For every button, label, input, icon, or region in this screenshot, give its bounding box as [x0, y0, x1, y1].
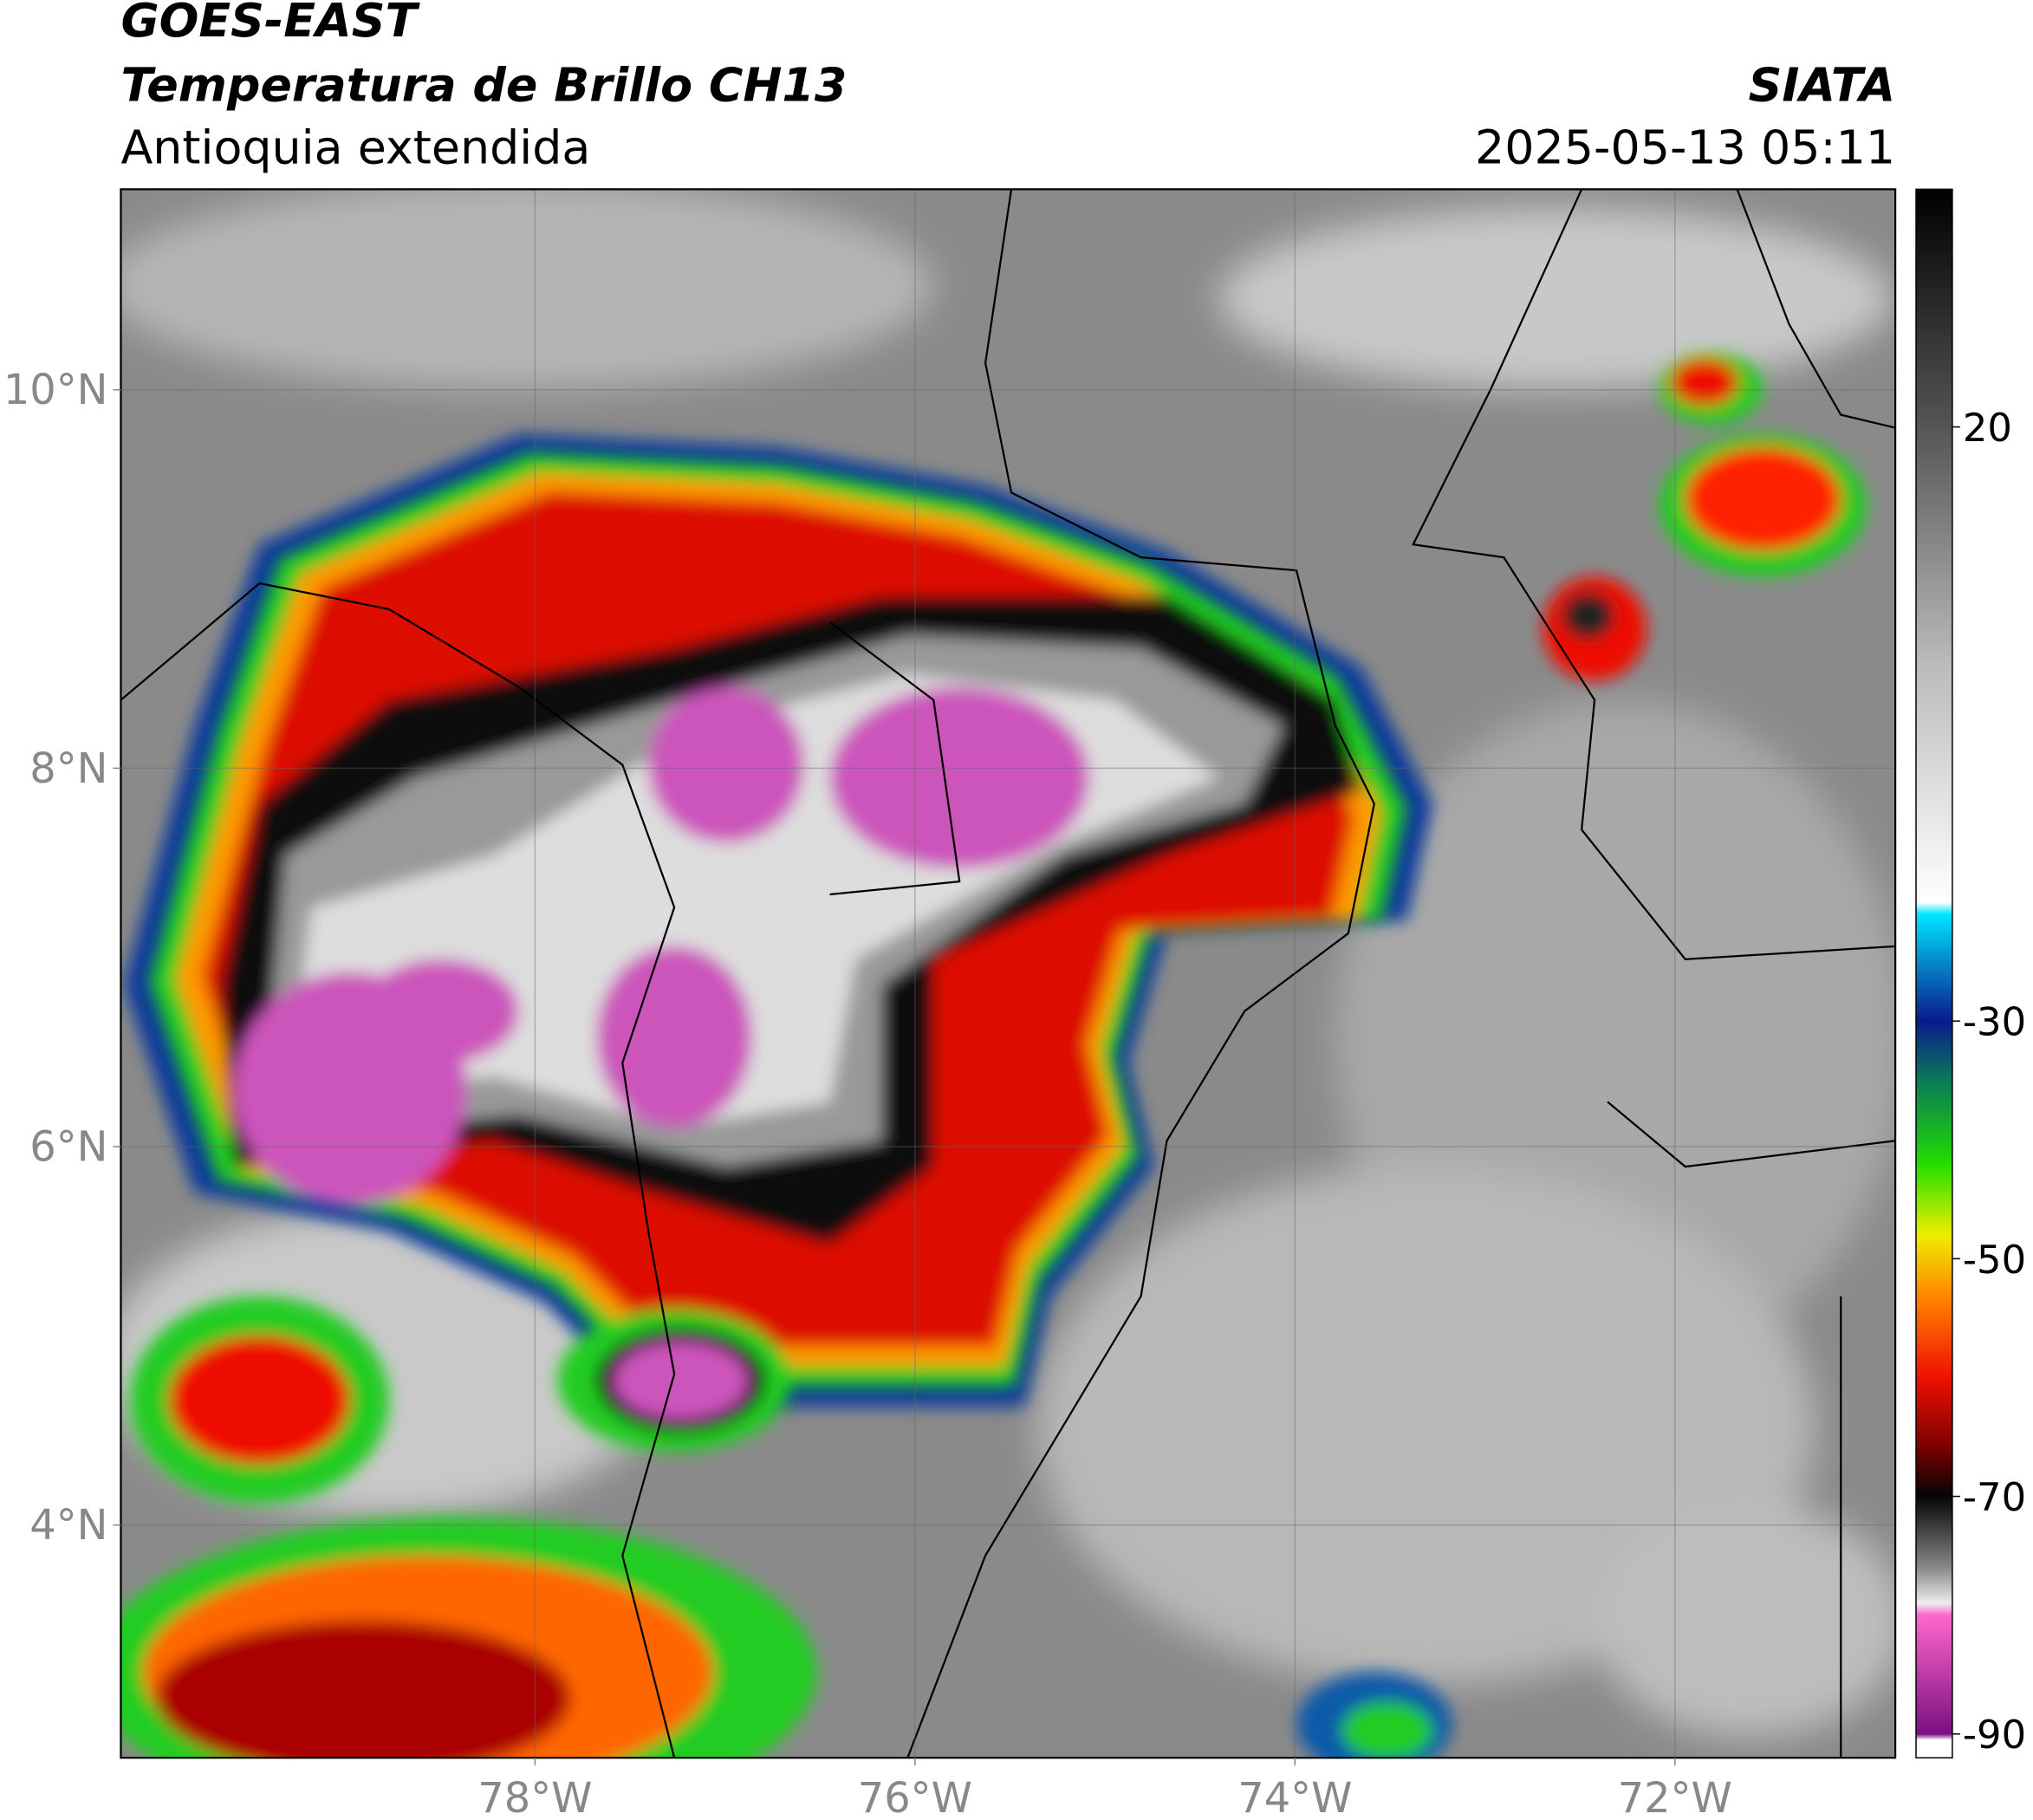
x-tick-label: 76°W — [858, 1775, 972, 1820]
x-tick-label: 78°W — [477, 1775, 592, 1820]
y-tick-label: 6°N — [29, 1124, 107, 1172]
x-tick-label: 72°W — [1618, 1775, 1732, 1820]
x-tick-label: 74°W — [1237, 1775, 1352, 1820]
borders — [120, 189, 1896, 1758]
source: SIATA — [1749, 58, 1896, 113]
datetime: 2025-05-13 05:11 — [1475, 120, 1895, 174]
colorbar-tick-label: -50 — [1963, 1237, 2026, 1283]
y-tick-label: 10°N — [3, 367, 108, 414]
region: Antioquia extendida — [120, 120, 590, 174]
colorbar-tick-label: -70 — [1963, 1474, 2026, 1520]
y-tick-label: 4°N — [29, 1502, 107, 1550]
satellite-image — [120, 189, 1896, 1758]
colorbar-tick-label: 20 — [1963, 405, 2012, 451]
map-frame — [120, 188, 1897, 1759]
subtitle: Temperatura de Brillo CH13 — [120, 58, 847, 113]
y-tick-label: 8°N — [29, 745, 107, 793]
colorbar — [1915, 188, 1953, 1758]
colorbar-tick-label: -90 — [1963, 1712, 2026, 1758]
title: GOES-EAST — [120, 0, 420, 48]
colorbar-tick-label: -30 — [1963, 999, 2026, 1045]
